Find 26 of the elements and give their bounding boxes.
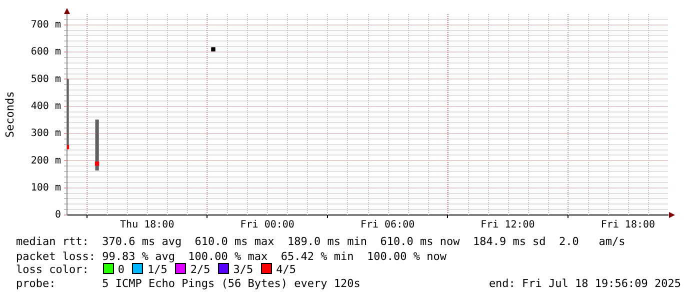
x-tick-label: Thu 18:00 [120,220,174,231]
x-tick-label: Fri 06:00 [360,220,415,231]
x-tick-label: Fri 00:00 [240,220,294,231]
legend-label: 4/5 [276,263,296,276]
y-tick-label: 200 m [30,155,61,166]
y-tick-label: 700 m [30,19,61,30]
text: probe: 5 ICMP Echo Pings (56 Bytes) every 120s [16,277,360,290]
y-tick-label: 400 m [30,100,61,112]
y-tick-label: 100 m [30,182,61,194]
y-tick-label: 300 m [30,128,61,140]
x-tick-label: Fri 18:00 [600,220,656,231]
text: end: Fri Jul 18 19:56:09 2025 [488,277,681,290]
legend-label: 3/5 [233,263,254,276]
text: packet loss: 99.83 % avg 100.00 % max 65.42 % min 100.00 % now [16,250,446,263]
text: median rtt: 370.6 ms avg 610.0 ms max 189.0 ms min 610.0 ms now 184.9 ms sd 2.0 am/s [16,235,626,248]
legend-title: loss color: [16,263,89,276]
point [94,162,100,166]
legend-label: 1/5 [147,263,168,276]
point [211,47,216,52]
y-axis-title: Seconds [3,91,16,138]
y-tick-label: 500 m [30,74,61,85]
y-tick-label: 0 [54,210,61,221]
legend-label: 2/5 [190,263,210,276]
y-tick-label: 600 m [30,46,61,58]
x-tick-label: Fri 12:00 [480,220,535,231]
legend-label: 0 [118,263,124,276]
